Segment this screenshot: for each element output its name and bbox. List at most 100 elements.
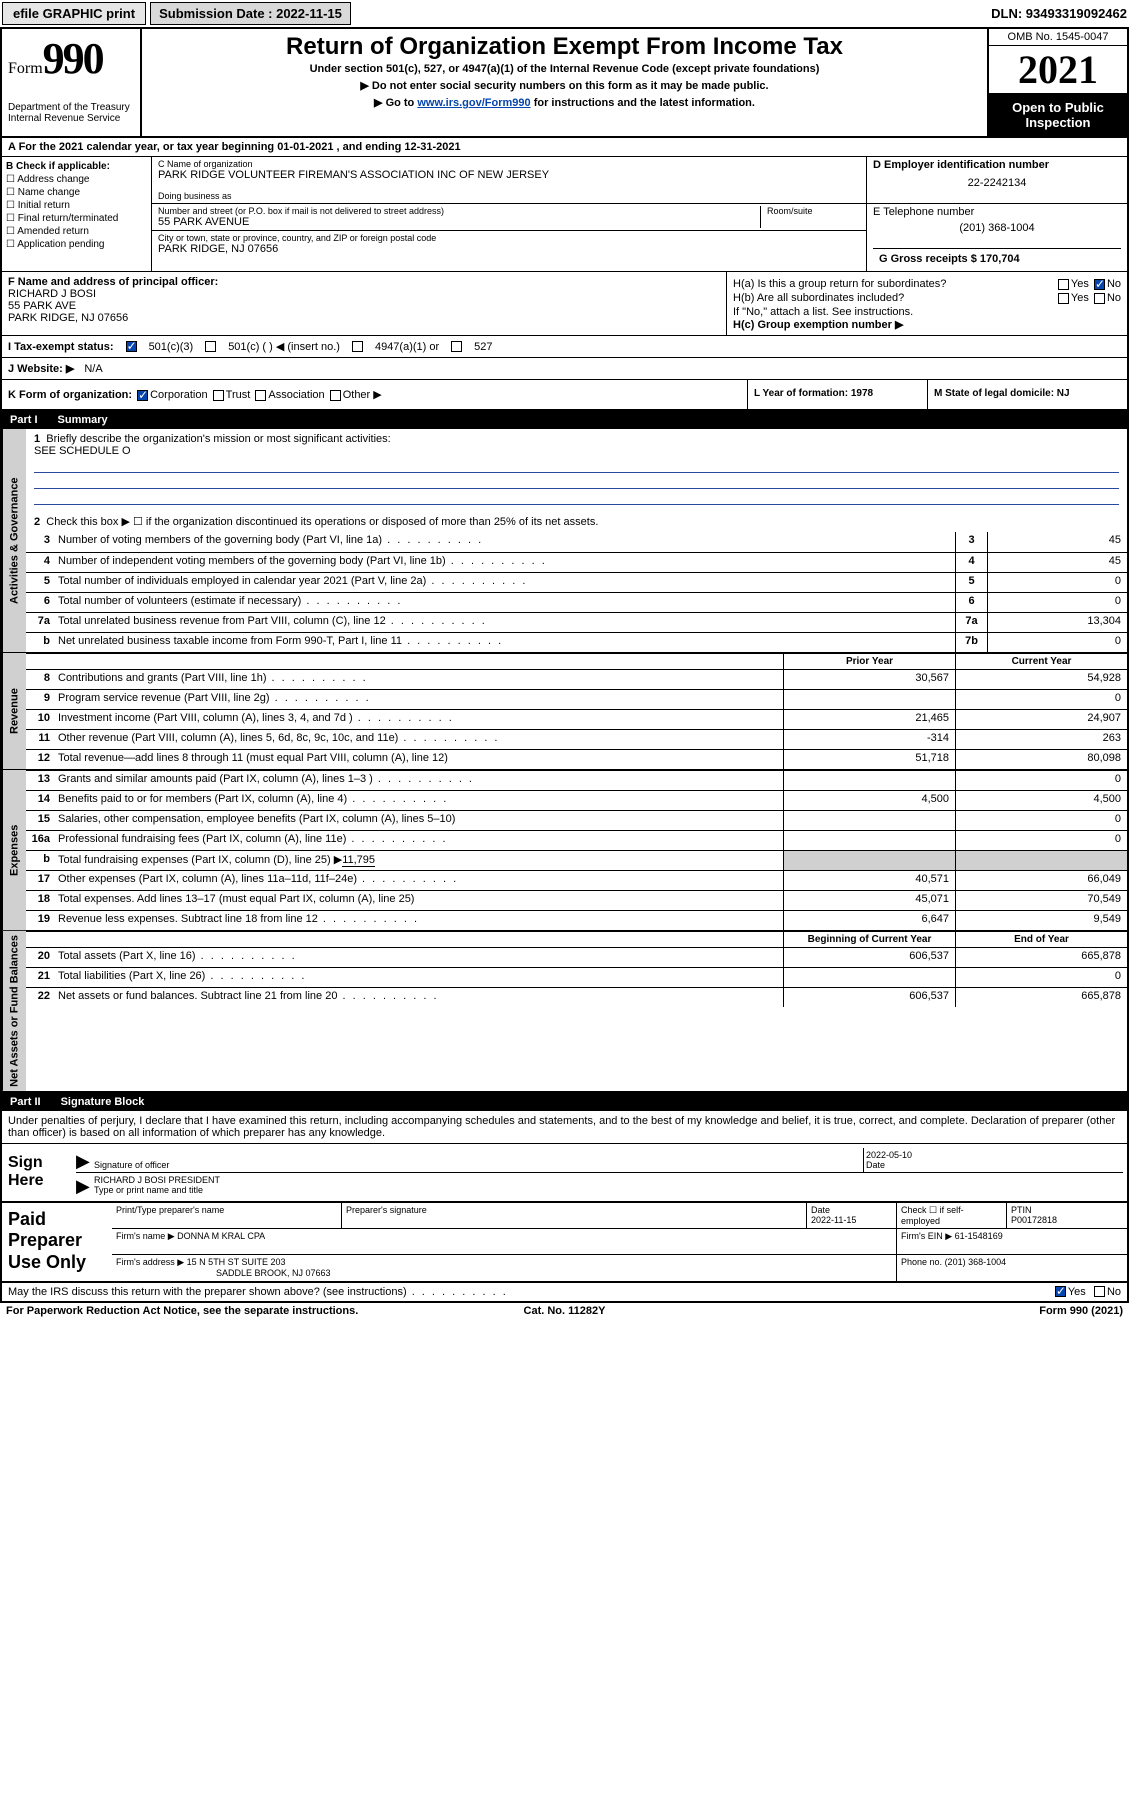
may-irs-question: May the IRS discuss this return with the…: [8, 1286, 1053, 1298]
gross-receipts-value: 170,704: [980, 253, 1020, 265]
line1-value: SEE SCHEDULE O: [34, 445, 131, 457]
part2-num: Part II: [10, 1096, 41, 1108]
line2-text: Check this box ▶ ☐ if the organization d…: [46, 516, 598, 528]
line7a-value: 13,304: [987, 613, 1127, 632]
prep-self-employed[interactable]: Check ☐ if self-employed: [897, 1203, 1007, 1228]
ptin-value: P00172818: [1011, 1215, 1057, 1225]
check-final-return[interactable]: ☐ Final return/terminated: [6, 213, 147, 224]
beginning-year-header: Beginning of Current Year: [783, 932, 955, 947]
officer-name-title: RICHARD J BOSI PRESIDENT: [94, 1175, 1121, 1185]
prep-date-header: Date: [811, 1205, 830, 1215]
check-527[interactable]: [451, 341, 462, 352]
check-amended-return[interactable]: ☐ Amended return: [6, 226, 147, 237]
line5-text: Total number of individuals employed in …: [54, 573, 955, 592]
line14-prior: 4,500: [783, 791, 955, 810]
line8-curr: 54,928: [955, 670, 1127, 689]
check-trust[interactable]: [213, 390, 224, 401]
line19-text: Revenue less expenses. Subtract line 18 …: [54, 911, 783, 930]
form-subtitle: Under section 501(c), 527, or 4947(a)(1)…: [152, 63, 977, 75]
ha-no-check[interactable]: [1094, 279, 1105, 290]
officer-name: RICHARD J BOSI: [8, 288, 720, 300]
ha-yes-check[interactable]: [1058, 279, 1069, 290]
form-number: 990: [43, 34, 103, 83]
line13-curr: 0: [955, 771, 1127, 790]
signature-intro: Under penalties of perjury, I declare th…: [2, 1111, 1127, 1144]
section-b-label: B Check if applicable:: [6, 161, 147, 172]
check-application-pending[interactable]: ☐ Application pending: [6, 239, 147, 250]
may-irs-no-check[interactable]: [1094, 1286, 1105, 1297]
hb-yes-check[interactable]: [1058, 293, 1069, 304]
state-domicile: M State of legal domicile: NJ: [927, 380, 1127, 409]
check-501c3[interactable]: [126, 341, 137, 352]
website-label: J Website: ▶: [8, 362, 74, 375]
line21-prior: [783, 968, 955, 987]
open-inspection-badge: Open to Public Inspection: [989, 94, 1127, 136]
officer-addr2: PARK RIDGE, NJ 07656: [8, 312, 720, 324]
prep-date-value: 2022-11-15: [811, 1215, 856, 1225]
org-name-label: C Name of organization: [158, 159, 860, 169]
sign-here-label: Sign Here: [2, 1144, 72, 1201]
line3-value: 45: [987, 532, 1127, 552]
may-irs-yes-check[interactable]: [1055, 1286, 1066, 1297]
line20-prior: 606,537: [783, 948, 955, 967]
firm-phone-label: Phone no.: [901, 1257, 942, 1267]
room-label: Room/suite: [760, 206, 860, 228]
telephone-label: E Telephone number: [873, 206, 1121, 218]
dln-label: DLN: 93493319092462: [991, 6, 1127, 21]
vtab-net-assets: Net Assets or Fund Balances: [2, 931, 26, 1091]
check-corporation[interactable]: [137, 390, 148, 401]
firm-ein-value: 61-1548169: [955, 1231, 1003, 1241]
line22-text: Net assets or fund balances. Subtract li…: [54, 988, 783, 1007]
firm-addr1: 15 N 5TH ST SUITE 203: [187, 1257, 286, 1267]
line16a-prior: [783, 831, 955, 850]
irs-label: Internal Revenue Service: [8, 113, 134, 124]
line16a-curr: 0: [955, 831, 1127, 850]
line4-text: Number of independent voting members of …: [54, 553, 955, 572]
line20-curr: 665,878: [955, 948, 1127, 967]
check-initial-return[interactable]: ☐ Initial return: [6, 200, 147, 211]
street-label: Number and street (or P.O. box if mail i…: [158, 206, 760, 216]
form-org-label: K Form of organization:: [8, 389, 132, 401]
check-association[interactable]: [255, 390, 266, 401]
vtab-revenue: Revenue: [2, 653, 26, 769]
ein-label: D Employer identification number: [873, 159, 1121, 171]
line10-text: Investment income (Part VIII, column (A)…: [54, 710, 783, 729]
line19-prior: 6,647: [783, 911, 955, 930]
tax-exempt-label: I Tax-exempt status:: [8, 341, 114, 353]
line14-text: Benefits paid to or for members (Part IX…: [54, 791, 783, 810]
check-501c[interactable]: [205, 341, 216, 352]
row-a-tax-year: A For the 2021 calendar year, or tax yea…: [2, 138, 1127, 157]
firm-addr-label: Firm's address ▶: [116, 1257, 184, 1267]
sig-date-value: 2022-05-10: [866, 1150, 1121, 1160]
vtab-expenses: Expenses: [2, 770, 26, 930]
line22-curr: 665,878: [955, 988, 1127, 1007]
ein-value: 22-2242134: [873, 177, 1121, 189]
line1-text: Briefly describe the organization's miss…: [46, 433, 390, 445]
officer-addr1: 55 PARK AVE: [8, 300, 720, 312]
sig-date-label: Date: [866, 1160, 1121, 1170]
line17-prior: 40,571: [783, 871, 955, 890]
prep-name-header: Print/Type preparer's name: [112, 1203, 342, 1228]
irs-link[interactable]: www.irs.gov/Form990: [417, 97, 530, 109]
line9-prior: [783, 690, 955, 709]
hb-note: If "No," attach a list. See instructions…: [733, 306, 1121, 318]
line15-curr: 0: [955, 811, 1127, 830]
firm-name-label: Firm's name ▶: [116, 1231, 175, 1241]
part2-title: Signature Block: [61, 1096, 145, 1108]
gross-receipts-label: G Gross receipts $: [879, 253, 977, 265]
prep-sig-header: Preparer's signature: [342, 1203, 807, 1228]
end-year-header: End of Year: [955, 932, 1127, 947]
form-word: Form: [8, 60, 43, 77]
hb-no-check[interactable]: [1094, 293, 1105, 304]
efile-button[interactable]: efile GRAPHIC print: [2, 2, 146, 25]
tax-year: 2021: [989, 46, 1127, 94]
part1-num: Part I: [10, 414, 38, 426]
check-other[interactable]: [330, 390, 341, 401]
check-name-change[interactable]: ☐ Name change: [6, 187, 147, 198]
line8-text: Contributions and grants (Part VIII, lin…: [54, 670, 783, 689]
firm-addr2: SADDLE BROOK, NJ 07663: [216, 1268, 331, 1278]
ha-label: H(a) Is this a group return for subordin…: [733, 278, 946, 290]
vtab-governance: Activities & Governance: [2, 429, 26, 652]
check-address-change[interactable]: ☐ Address change: [6, 174, 147, 185]
check-4947[interactable]: [352, 341, 363, 352]
